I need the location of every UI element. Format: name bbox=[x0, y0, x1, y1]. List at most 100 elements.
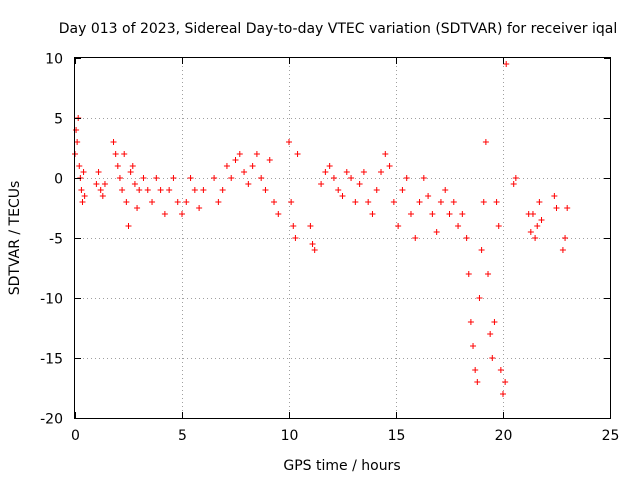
data-point bbox=[480, 199, 487, 205]
data-point bbox=[140, 175, 147, 181]
y-tick-label: -20 bbox=[40, 412, 63, 428]
data-point bbox=[121, 151, 128, 157]
data-point bbox=[275, 211, 282, 217]
x-tick-label: 20 bbox=[495, 428, 513, 444]
data-point bbox=[191, 187, 198, 193]
data-point bbox=[228, 175, 235, 181]
data-point bbox=[326, 163, 333, 169]
grid bbox=[75, 58, 610, 418]
data-point bbox=[390, 199, 397, 205]
data-point bbox=[356, 181, 363, 187]
data-point bbox=[459, 211, 466, 217]
data-point bbox=[258, 175, 265, 181]
data-point bbox=[219, 187, 226, 193]
x-tick-label: 10 bbox=[281, 428, 299, 444]
data-point bbox=[79, 199, 86, 205]
data-point bbox=[482, 139, 489, 145]
data-point bbox=[450, 199, 457, 205]
data-point bbox=[532, 235, 539, 241]
data-point bbox=[474, 379, 481, 385]
data-point bbox=[455, 223, 462, 229]
data-point bbox=[144, 187, 151, 193]
data-point bbox=[318, 181, 325, 187]
data-point bbox=[101, 181, 108, 187]
data-point bbox=[309, 241, 316, 247]
data-point bbox=[437, 199, 444, 205]
data-point bbox=[382, 151, 389, 157]
data-point bbox=[534, 223, 541, 229]
data-point bbox=[211, 175, 218, 181]
data-point bbox=[116, 175, 123, 181]
data-point bbox=[373, 187, 380, 193]
data-point bbox=[245, 181, 252, 187]
data-point bbox=[76, 163, 83, 169]
data-point bbox=[307, 223, 314, 229]
data-point bbox=[93, 181, 100, 187]
data-point bbox=[311, 247, 318, 253]
data-point bbox=[478, 247, 485, 253]
x-tick-labels: 0 5 10 15 20 25 bbox=[71, 428, 619, 444]
y-tick-label: 5 bbox=[54, 112, 63, 128]
x-tick-label: 5 bbox=[178, 428, 187, 444]
plot-frame bbox=[74, 57, 611, 419]
data-point bbox=[232, 157, 239, 163]
data-point bbox=[407, 211, 414, 217]
x-axis-label: GPS time / hours bbox=[283, 458, 400, 474]
data-point bbox=[493, 199, 500, 205]
chart-title: Day 013 of 2023, Sidereal Day-to-day VTE… bbox=[59, 21, 617, 37]
data-point bbox=[352, 199, 359, 205]
data-point bbox=[527, 229, 534, 235]
data-point bbox=[420, 175, 427, 181]
data-point bbox=[322, 169, 329, 175]
data-point bbox=[463, 235, 470, 241]
data-point bbox=[119, 187, 126, 193]
data-point bbox=[343, 169, 350, 175]
data-point bbox=[339, 193, 346, 199]
data-point bbox=[429, 211, 436, 217]
data-point bbox=[369, 211, 376, 217]
data-point bbox=[365, 199, 372, 205]
data-point bbox=[271, 199, 278, 205]
data-point bbox=[241, 169, 248, 175]
data-point bbox=[112, 151, 119, 157]
data-point bbox=[500, 391, 506, 397]
data-point bbox=[564, 205, 571, 211]
data-point bbox=[510, 181, 517, 187]
y-tick-label: -5 bbox=[49, 232, 63, 248]
data-point bbox=[497, 367, 504, 373]
y-tick-label: -15 bbox=[40, 352, 63, 368]
data-point bbox=[179, 211, 185, 217]
data-point bbox=[470, 343, 477, 349]
data-point bbox=[294, 151, 301, 157]
data-point bbox=[503, 61, 510, 67]
data-point bbox=[134, 205, 141, 211]
data-point bbox=[157, 187, 164, 193]
data-point bbox=[512, 175, 519, 181]
data-point bbox=[553, 205, 560, 211]
data-point bbox=[403, 175, 410, 181]
data-point bbox=[395, 223, 402, 229]
data-point bbox=[335, 187, 342, 193]
data-point bbox=[425, 193, 432, 199]
data-point bbox=[551, 193, 558, 199]
data-point bbox=[80, 169, 87, 175]
data-point bbox=[348, 175, 355, 181]
data-point bbox=[123, 199, 130, 205]
data-point bbox=[95, 169, 102, 175]
y-tick-labels: -20 -15 -10 -5 0 5 10 bbox=[40, 52, 63, 428]
data-point bbox=[110, 139, 117, 145]
data-point bbox=[170, 175, 177, 181]
data-point bbox=[196, 205, 203, 211]
data-point bbox=[292, 235, 299, 241]
data-point bbox=[166, 187, 173, 193]
data-point bbox=[149, 199, 156, 205]
data-point bbox=[215, 199, 222, 205]
data-point bbox=[73, 127, 80, 133]
data-point bbox=[562, 235, 569, 241]
data-point bbox=[74, 139, 81, 145]
y-tick-label: 10 bbox=[45, 52, 63, 68]
data-point bbox=[472, 367, 479, 373]
y-tick-label: 0 bbox=[54, 172, 63, 188]
